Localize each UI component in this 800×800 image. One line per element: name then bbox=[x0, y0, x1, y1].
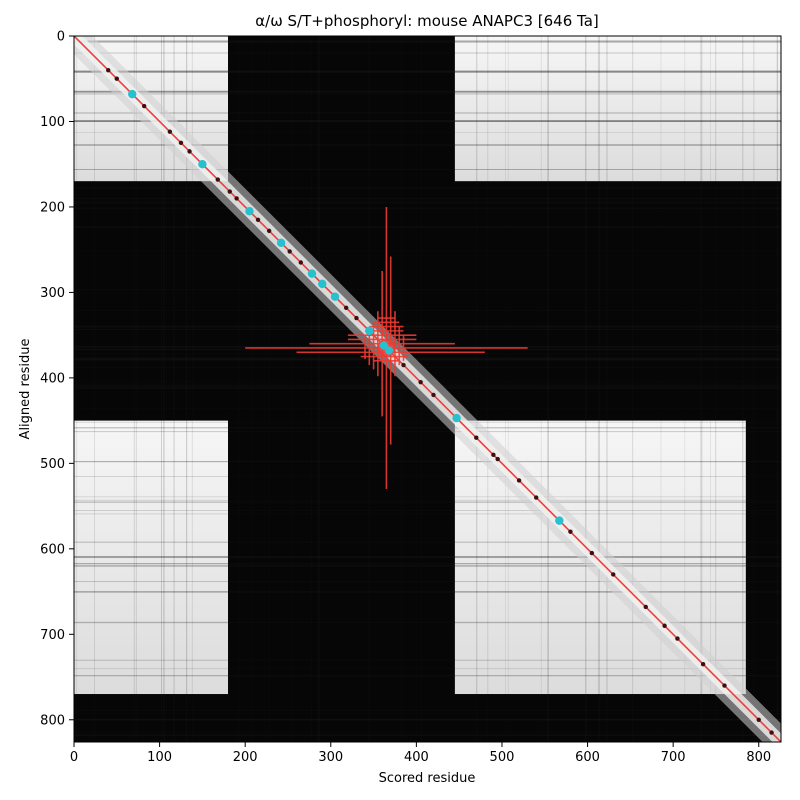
heatmap-block-5 bbox=[228, 420, 455, 695]
x-tick-label-5: 500 bbox=[490, 750, 515, 765]
y-axis-label: Aligned residue bbox=[18, 339, 33, 440]
x-tick-label-3: 300 bbox=[318, 750, 343, 765]
cyan-point-10 bbox=[452, 413, 461, 423]
y-tick-label-7: 700 bbox=[40, 628, 65, 643]
plot-frame bbox=[73, 35, 782, 743]
cyan-point-9 bbox=[384, 346, 394, 355]
dark-point-9 bbox=[255, 217, 261, 222]
dark-point-27 bbox=[662, 623, 667, 628]
dark-point-13 bbox=[343, 305, 349, 311]
x-axis-label: Scored residue bbox=[379, 771, 476, 786]
dark-point-20 bbox=[495, 456, 500, 462]
y-tick-label-0: 0 bbox=[57, 30, 65, 45]
dark-point-19 bbox=[491, 452, 496, 458]
heatmap-block-8 bbox=[74, 694, 781, 742]
cyan-point-1 bbox=[198, 160, 207, 169]
plot-area bbox=[74, 36, 781, 742]
chart-title: α/ω S/T+phosphoryl: mouse ANAPC3 [646 Ta… bbox=[255, 12, 599, 30]
cyan-point-0 bbox=[128, 89, 137, 99]
heatmap-block-1 bbox=[228, 36, 455, 182]
dark-point-0 bbox=[106, 67, 111, 73]
dark-point-10 bbox=[266, 228, 272, 234]
cyan-point-4 bbox=[307, 269, 317, 278]
dark-point-8 bbox=[234, 196, 239, 201]
dark-point-26 bbox=[643, 604, 648, 610]
cyan-point-8 bbox=[379, 341, 389, 350]
x-tick-label-7: 700 bbox=[661, 750, 686, 765]
cyan-point-5 bbox=[318, 279, 327, 289]
x-tick-label-1: 100 bbox=[147, 750, 172, 765]
dark-point-29 bbox=[700, 662, 706, 667]
heatmap-block-2 bbox=[454, 36, 781, 182]
dark-point-28 bbox=[675, 636, 680, 641]
dark-point-24 bbox=[589, 550, 595, 556]
x-axis: 0 100 200 300 400 500 600 700 800 bbox=[70, 742, 771, 765]
dark-point-11 bbox=[287, 249, 292, 254]
y-tick-label-6: 600 bbox=[40, 542, 65, 557]
y-tick-label-8: 800 bbox=[40, 713, 65, 728]
cyan-point-2 bbox=[245, 207, 254, 216]
dark-point-5 bbox=[187, 149, 192, 154]
heatmap-block-7 bbox=[745, 420, 781, 742]
y-tick-label-5: 500 bbox=[40, 457, 65, 472]
dark-point-21 bbox=[516, 478, 522, 483]
cyan-point-3 bbox=[276, 238, 286, 248]
dark-point-12 bbox=[298, 260, 304, 265]
x-tick-label-2: 200 bbox=[233, 750, 258, 765]
dark-point-15 bbox=[401, 362, 406, 368]
y-tick-label-1: 100 bbox=[40, 115, 65, 130]
x-tick-label-0: 0 bbox=[70, 750, 78, 765]
heatmap-block-4 bbox=[74, 420, 229, 695]
dark-point-6 bbox=[215, 177, 220, 182]
x-tick-label-8: 800 bbox=[746, 750, 771, 765]
dark-point-14 bbox=[354, 315, 359, 321]
dark-point-32 bbox=[769, 730, 774, 735]
x-tick-label-4: 400 bbox=[404, 750, 429, 765]
dark-point-7 bbox=[227, 189, 232, 194]
y-axis: 0 100 200 300 400 500 600 700 800 bbox=[40, 30, 74, 728]
dark-point-22 bbox=[534, 495, 539, 500]
y-tick-label-3: 300 bbox=[40, 286, 65, 301]
y-tick-label-2: 200 bbox=[40, 200, 65, 215]
dark-point-3 bbox=[167, 129, 173, 134]
cyan-point-7 bbox=[365, 326, 374, 336]
dark-point-23 bbox=[568, 529, 573, 534]
x-tick-label-6: 600 bbox=[575, 750, 600, 765]
dark-point-16 bbox=[418, 379, 423, 385]
marker-layer bbox=[106, 67, 774, 735]
dark-point-4 bbox=[178, 140, 184, 146]
dark-point-18 bbox=[474, 435, 479, 440]
dark-point-31 bbox=[756, 717, 761, 722]
cyan-point-6 bbox=[330, 292, 340, 301]
dark-point-2 bbox=[141, 103, 147, 109]
y-tick-label-4: 400 bbox=[40, 371, 65, 386]
cyan-point-11 bbox=[555, 516, 564, 525]
dark-point-30 bbox=[722, 683, 727, 688]
dark-point-25 bbox=[611, 572, 616, 577]
dark-point-1 bbox=[114, 76, 119, 81]
dark-point-17 bbox=[431, 392, 436, 398]
